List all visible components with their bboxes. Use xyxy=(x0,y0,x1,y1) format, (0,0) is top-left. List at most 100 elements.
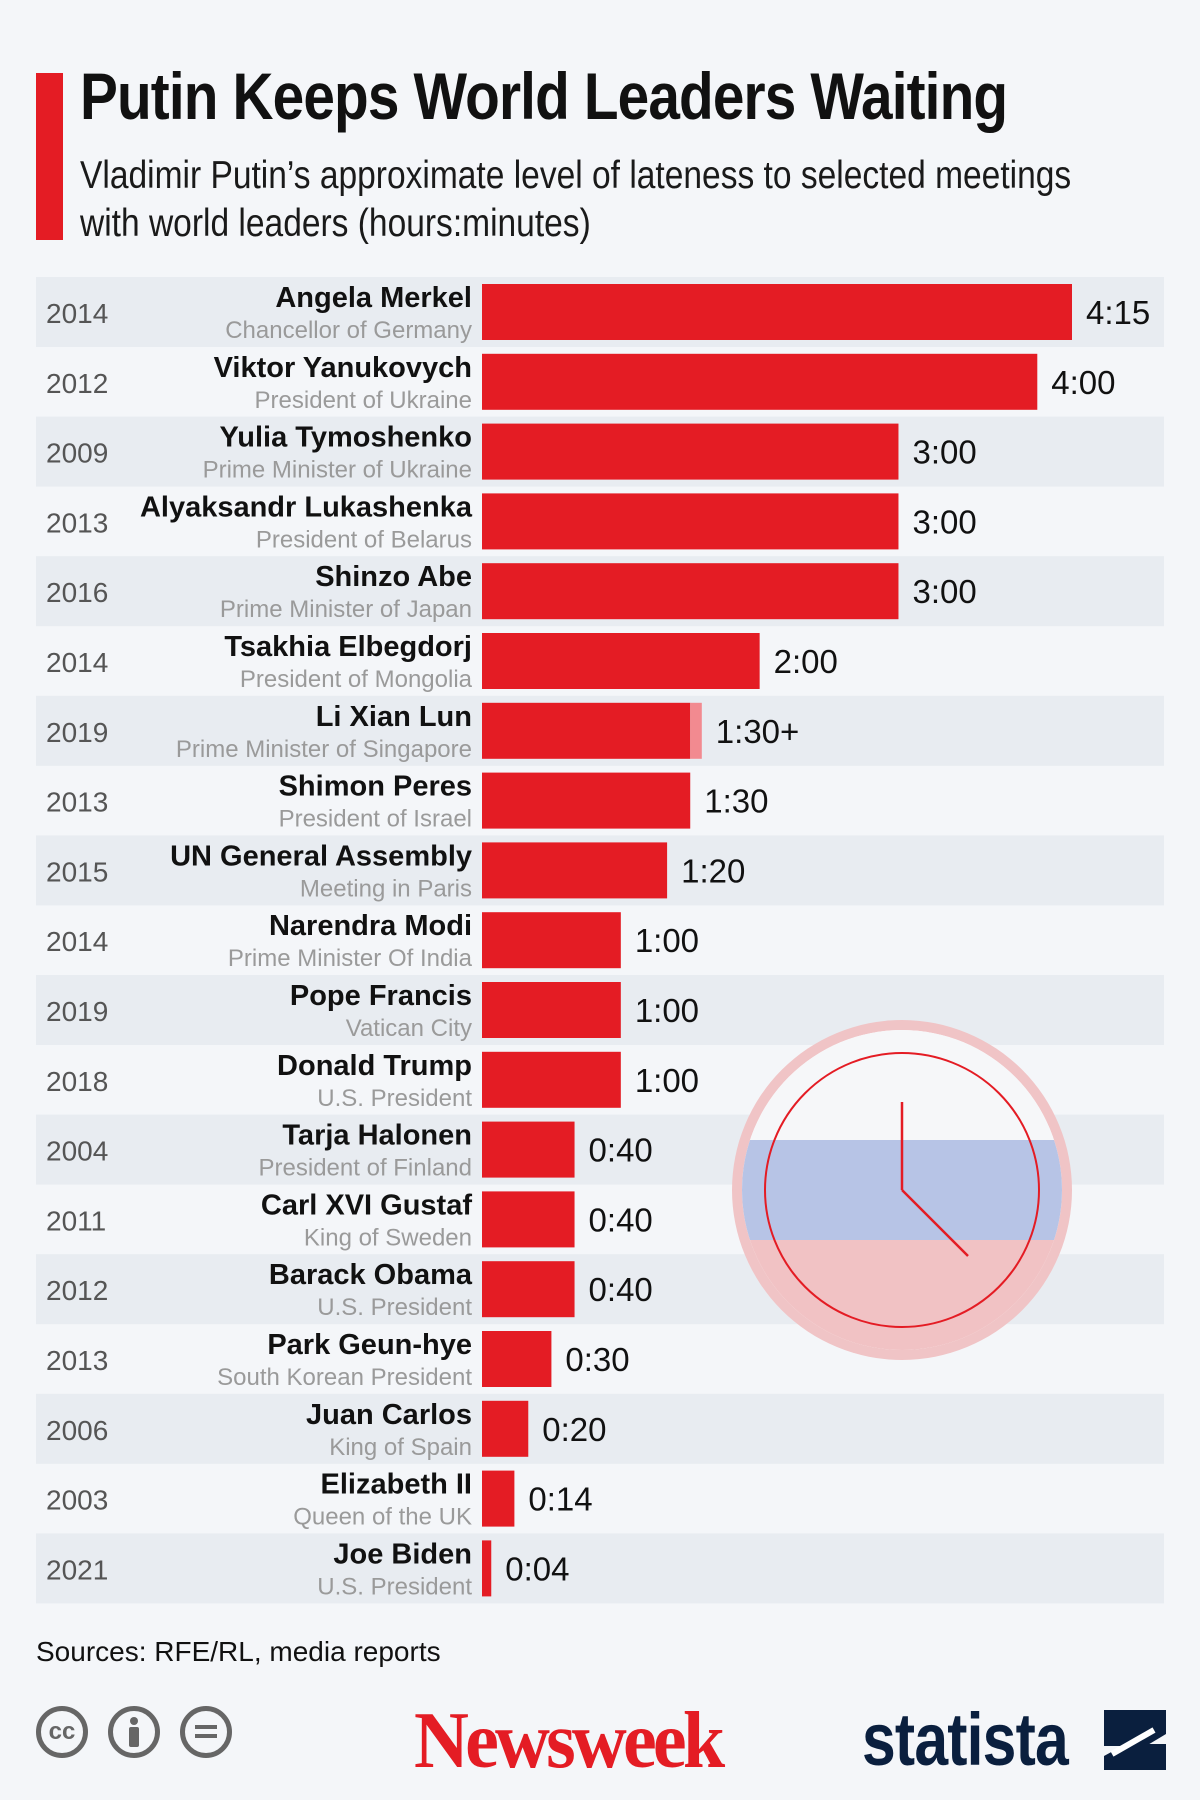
bar-value-label: 0:04 xyxy=(505,1550,569,1587)
row-role: Prime Minister Of India xyxy=(228,945,473,972)
bar-value-label: 2:00 xyxy=(774,643,838,680)
row-leader: Park Geun-hye xyxy=(267,1329,472,1361)
row-leader: Shimon Peres xyxy=(279,771,472,803)
bar xyxy=(482,842,668,899)
chart-row: 2011 Carl XVI Gustaf King of Sweden 0:40 xyxy=(46,1189,653,1251)
chart-row: 2013 Park Geun-hye South Korean President 0… xyxy=(46,1329,630,1391)
bar-value-label: 3:00 xyxy=(912,503,976,540)
chart-row: 2004 Tarja Halonen President of Finland 0:4… xyxy=(46,1120,653,1182)
bar xyxy=(482,563,899,620)
bar-value-label: 4:15 xyxy=(1086,294,1150,331)
row-leader: Juan Carlos xyxy=(306,1399,472,1431)
chart-row: 2019 Li Xian Lun Prime Minister of Singapo… xyxy=(46,701,799,763)
bar-value-label: 1:20 xyxy=(681,852,745,889)
bar xyxy=(482,702,691,759)
row-year: 2012 xyxy=(46,368,108,399)
row-year: 2006 xyxy=(46,1415,108,1446)
bar xyxy=(482,633,760,689)
row-role: Queen of the UK xyxy=(293,1504,472,1531)
bar xyxy=(482,1400,529,1457)
chart-row: 2021 Joe Biden U.S. President 0:04 xyxy=(46,1538,569,1600)
bar-value-label: 0:30 xyxy=(565,1341,629,1378)
bar xyxy=(482,284,1072,340)
row-year: 2016 xyxy=(46,577,108,608)
bar-value-label: 0:20 xyxy=(542,1411,606,1448)
bar xyxy=(482,1470,515,1527)
row-year: 2012 xyxy=(46,1275,108,1306)
row-leader: Yulia Tymoshenko xyxy=(220,422,472,454)
chart-row: 2003 Elizabeth II Queen of the UK 0:14 xyxy=(46,1469,593,1531)
row-role: Prime Minister of Japan xyxy=(220,596,472,623)
row-leader: Li Xian Lun xyxy=(316,701,472,733)
chart-rows: 2014 Angela Merkel Chancellor of Germany 4:… xyxy=(46,282,1150,1600)
bar xyxy=(482,1331,552,1387)
row-role: U.S. President xyxy=(317,1294,472,1321)
row-leader: Tarja Halonen xyxy=(282,1120,472,1152)
row-role: Meeting in Paris xyxy=(300,875,472,902)
bar-chart: 2014 Angela Merkel Chancellor of Germany 4:… xyxy=(36,277,1164,1604)
row-role: Vatican City xyxy=(346,1015,472,1042)
row-year: 2014 xyxy=(46,298,108,329)
bar-value-label: 0:40 xyxy=(589,1201,653,1238)
chart-title: Putin Keeps World Leaders Waiting xyxy=(80,59,1008,133)
bar xyxy=(482,1051,621,1108)
row-role: President of Israel xyxy=(279,806,472,833)
row-year: 2014 xyxy=(46,926,108,957)
row-year: 2011 xyxy=(46,1205,106,1236)
row-year: 2019 xyxy=(46,996,108,1027)
statista-logo: statista xyxy=(862,1698,1069,1781)
bar-value-label: 3:00 xyxy=(912,434,976,471)
newsweek-logo: Newsweek xyxy=(414,1697,725,1785)
row-year: 2004 xyxy=(46,1136,108,1167)
cc-icon: cc xyxy=(36,1706,88,1758)
bar xyxy=(482,912,621,969)
row-role: U.S. President xyxy=(317,1573,472,1600)
row-year: 2013 xyxy=(46,787,108,818)
bar xyxy=(482,1261,575,1318)
clock-inner-ring xyxy=(764,1052,1040,1328)
bar-value-label: 1:30+ xyxy=(716,713,800,750)
chart-row: 2009 Yulia Tymoshenko Prime Minister of Uk… xyxy=(46,422,977,484)
row-role: King of Spain xyxy=(329,1434,472,1461)
row-year: 2009 xyxy=(46,438,108,469)
chart-row: 2016 Shinzo Abe Prime Minister of Japan 3:0… xyxy=(46,561,977,623)
no-derivatives-icon xyxy=(180,1706,232,1758)
row-year: 2021 xyxy=(46,1554,108,1585)
row-year: 2014 xyxy=(46,647,108,678)
title-accent-bar xyxy=(36,73,63,240)
row-leader: Barack Obama xyxy=(269,1259,473,1291)
chart-row: 2013 Alyaksandr Lukashenka President of Be… xyxy=(46,491,977,553)
row-role: Prime Minister of Ukraine xyxy=(203,457,472,484)
row-stripe xyxy=(36,1393,1164,1464)
chart-row: 2014 Narendra Modi Prime Minister Of India… xyxy=(46,910,699,972)
row-role: South Korean President xyxy=(217,1364,472,1391)
bar-value-label: 1:30 xyxy=(704,783,768,820)
clock-hour-hand xyxy=(901,1189,969,1257)
row-leader: Donald Trump xyxy=(277,1050,472,1082)
chart-row: 2006 Juan Carlos King of Spain 0:20 xyxy=(46,1399,607,1461)
chart-row: 2018 Donald Trump U.S. President 1:00 xyxy=(46,1050,699,1112)
bar-value-label: 3:00 xyxy=(912,573,976,610)
row-leader: UN General Assembly xyxy=(170,840,472,872)
row-leader: Pope Francis xyxy=(290,980,472,1012)
row-leader: Joe Biden xyxy=(333,1538,472,1570)
chart-row: 2012 Barack Obama U.S. President 0:40 xyxy=(46,1259,653,1321)
row-role: President of Belarus xyxy=(256,526,472,553)
row-leader: Alyaksandr Lukashenka xyxy=(140,491,473,523)
bar xyxy=(482,1540,492,1597)
row-year: 2015 xyxy=(46,856,108,887)
chart-row: 2012 Viktor Yanukovych President of Ukrain… xyxy=(46,352,1116,414)
chart-row: 2014 Tsakhia Elbegdorj President of Mongol… xyxy=(46,631,838,693)
bar xyxy=(482,772,691,829)
attribution-icon xyxy=(108,1706,160,1758)
clock-icon xyxy=(732,1020,1072,1360)
row-year: 2003 xyxy=(46,1485,108,1516)
bar xyxy=(482,1121,575,1178)
bar xyxy=(482,1191,575,1248)
bar-value-label: 1:00 xyxy=(635,992,699,1029)
row-leader: Elizabeth II xyxy=(321,1469,472,1501)
chart-row: 2014 Angela Merkel Chancellor of Germany 4:… xyxy=(46,282,1150,344)
statista-logo-icon xyxy=(1104,1710,1166,1770)
chart-row: 2013 Shimon Peres President of Israel 1:30 xyxy=(46,771,768,833)
row-leader: Shinzo Abe xyxy=(315,561,472,593)
